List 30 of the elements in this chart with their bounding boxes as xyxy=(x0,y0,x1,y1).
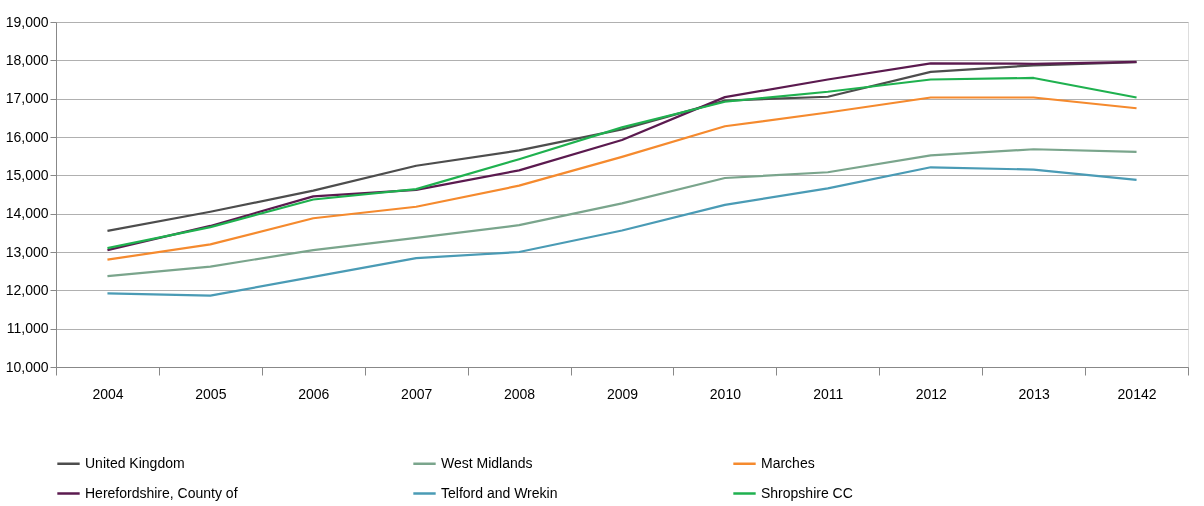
line-series xyxy=(106,148,1138,278)
y-tick-label: 11,000 xyxy=(6,320,49,337)
line-series xyxy=(106,166,1138,297)
x-tick-label: 2011 xyxy=(813,385,844,402)
legend-label: Shropshire CC xyxy=(761,484,853,501)
x-tick-label: 2008 xyxy=(504,385,536,402)
y-tick-label: 13,000 xyxy=(5,243,49,260)
x-tick-label: 2012 xyxy=(915,385,948,402)
y-tick-label: 17,000 xyxy=(5,90,49,107)
legend-label: Herefordshire, County of xyxy=(85,484,238,501)
y-tick-label: 10,000 xyxy=(5,358,49,375)
legend-label: West Midlands xyxy=(441,454,533,471)
line-series xyxy=(106,96,1138,261)
x-tick-label: 2013 xyxy=(1018,385,1050,402)
x-tick-label: 2004 xyxy=(92,385,124,402)
legend-label: Telford and Wrekin xyxy=(441,484,558,501)
x-tick-label: 2006 xyxy=(298,385,330,402)
x-tick-label: 2009 xyxy=(606,385,639,402)
legend-label: United Kingdom xyxy=(85,454,185,471)
x-tick-label: 2005 xyxy=(195,385,227,402)
y-tick-label: 16,000 xyxy=(5,128,49,145)
x-tick-label: 2007 xyxy=(401,385,433,402)
y-tick-label: 14,000 xyxy=(5,205,49,222)
y-tick-label: 12,000 xyxy=(5,281,49,298)
y-tick-label: 18,000 xyxy=(5,51,49,68)
x-tick-label: 2010 xyxy=(709,385,742,402)
legend-label: Marches xyxy=(761,454,815,471)
y-tick-label: 19,000 xyxy=(5,13,49,30)
y-tick-label: 15,000 xyxy=(5,166,49,183)
x-tick-label: 20142 xyxy=(1117,385,1157,402)
